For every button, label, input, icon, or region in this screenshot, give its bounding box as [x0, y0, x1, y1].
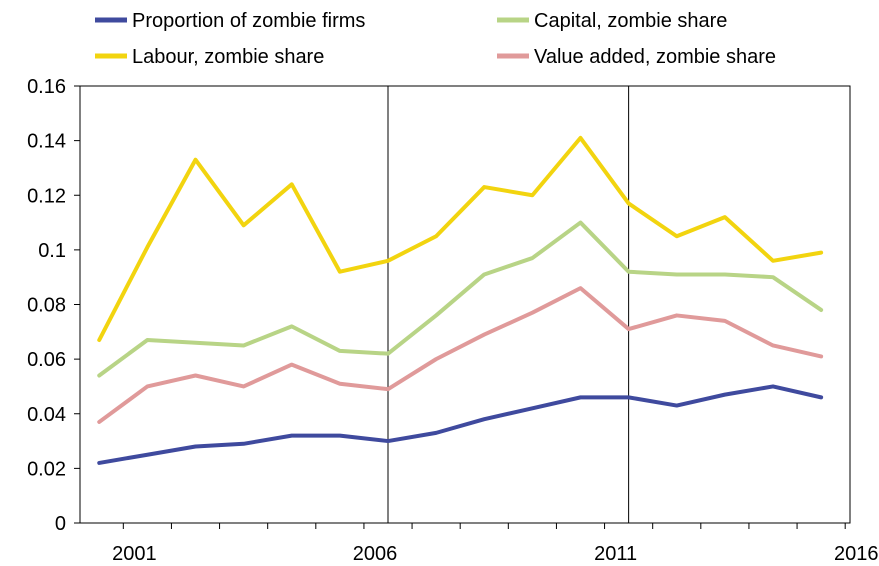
y-tick-label: 0.02	[27, 458, 66, 480]
y-tick-label: 0.16	[27, 76, 66, 98]
plot-frame	[79, 85, 851, 524]
y-tick-label: 0.08	[27, 295, 66, 317]
y-tick-label: 0.06	[27, 349, 66, 371]
y-tick-label: 0.14	[27, 131, 66, 153]
series-line	[97, 135, 824, 343]
x-tick-label: 2016	[834, 543, 879, 565]
legend-label: Value added, zombie share	[534, 46, 776, 68]
legend-item: Labour, zombie share	[95, 46, 324, 68]
legend-item: Capital, zombie share	[497, 10, 727, 32]
y-tick-label: 0.1	[38, 240, 66, 262]
legend: Proportion of zombie firms Capital, zomb…	[95, 10, 776, 68]
legend-label: Proportion of zombie firms	[132, 10, 365, 32]
series-line	[97, 220, 824, 378]
y-tick-label: 0.12	[27, 185, 66, 207]
x-tick-label: 2006	[353, 543, 398, 565]
y-tick-label: 0	[55, 513, 66, 535]
legend-item: Proportion of zombie firms	[95, 10, 365, 32]
x-tick-label: 2011	[594, 543, 637, 565]
plot-area: 0 0.02 0.04 0.06 0.08 0.1 0.12 0.14 0.16 2001 2006…	[27, 76, 878, 565]
x-tick-label: 2001	[112, 543, 157, 565]
series-line	[97, 286, 824, 424]
legend-label: Capital, zombie share	[534, 10, 727, 32]
legend-item: Value added, zombie share	[497, 46, 776, 68]
y-tick-label: 0.04	[27, 404, 66, 426]
legend-label: Labour, zombie share	[132, 46, 324, 68]
series-line	[97, 384, 824, 465]
